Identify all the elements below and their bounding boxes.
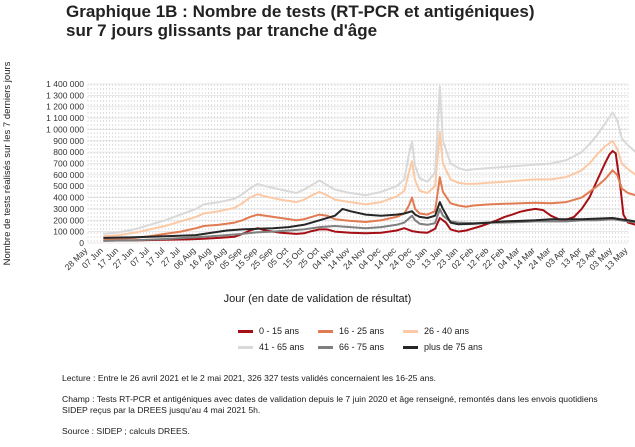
series-line-41-65-ans: [103, 85, 635, 235]
chart-title: Graphique 1B : Nombre de tests (RT-PCR e…: [66, 2, 535, 40]
legend-label: 41 - 65 ans: [259, 342, 305, 352]
note-champ: Champ : Tests RT-PCR et antigéniques ave…: [62, 394, 598, 415]
legend-swatch: [318, 345, 333, 349]
y-tick-label: 500 000: [53, 181, 84, 191]
y-tick-label: 0: [79, 238, 84, 248]
y-tick-label: 900 000: [53, 136, 84, 146]
y-tick-label: 400 000: [53, 193, 84, 203]
y-tick-label: 700 000: [53, 159, 84, 169]
legend-item: 0 - 15 ans: [238, 326, 299, 336]
y-axis-label: Nombre de tests réalisés sur les 7 derni…: [2, 61, 13, 265]
series-line-66-75-ans: [103, 207, 635, 242]
note-source: Source : SIDEP ; calculs DREES.: [62, 426, 190, 436]
legend-item: 26 - 40 ans: [403, 326, 469, 336]
legend-label: 66 - 75 ans: [339, 342, 385, 352]
legend-item: 41 - 65 ans: [238, 342, 304, 352]
series-line-16-25-ans: [103, 169, 635, 240]
legend-swatch: [318, 329, 333, 333]
chart-title-line1: Graphique 1B : Nombre de tests (RT-PCR e…: [66, 2, 535, 21]
legend-swatch: [403, 345, 418, 349]
y-tick-label: 1 100 000: [46, 113, 84, 123]
y-tick-label: 200 000: [53, 215, 84, 225]
legend-label: 26 - 40 ans: [424, 326, 470, 336]
series-line-plus-de-75-ans: [103, 201, 635, 239]
legend-item: 16 - 25 ans: [318, 326, 384, 336]
y-tick-label: 1 400 000: [46, 79, 84, 89]
series-line-26-40-ans: [103, 130, 635, 238]
legend-swatch: [238, 345, 253, 349]
legend-item: 66 - 75 ans: [318, 342, 384, 352]
legend-label: 0 - 15 ans: [259, 326, 300, 336]
chart-title-line2: sur 7 jours glissants par tranche d'âge: [66, 21, 378, 40]
legend-item: plus de 75 ans: [403, 342, 483, 352]
y-tick-label: 800 000: [53, 147, 84, 157]
legend-swatch: [238, 329, 253, 333]
note-lecture: Lecture : Entre le 26 avril 2021 et le 2…: [62, 373, 437, 383]
legend-label: plus de 75 ans: [424, 342, 483, 352]
y-tick-label: 1 200 000: [46, 102, 84, 112]
y-tick-label: 100 000: [53, 227, 84, 237]
legend-label: 16 - 25 ans: [339, 326, 385, 336]
y-tick-label: 300 000: [53, 204, 84, 214]
notes: Lecture : Entre le 26 avril 2021 et le 2…: [62, 373, 622, 447]
y-tick-label: 1 000 000: [46, 124, 84, 134]
legend-title: Jour (en date de validation de résultat): [223, 293, 412, 305]
y-tick-label: 1 300 000: [46, 90, 84, 100]
legend-swatch: [403, 329, 418, 333]
y-tick-label: 600 000: [53, 170, 84, 180]
